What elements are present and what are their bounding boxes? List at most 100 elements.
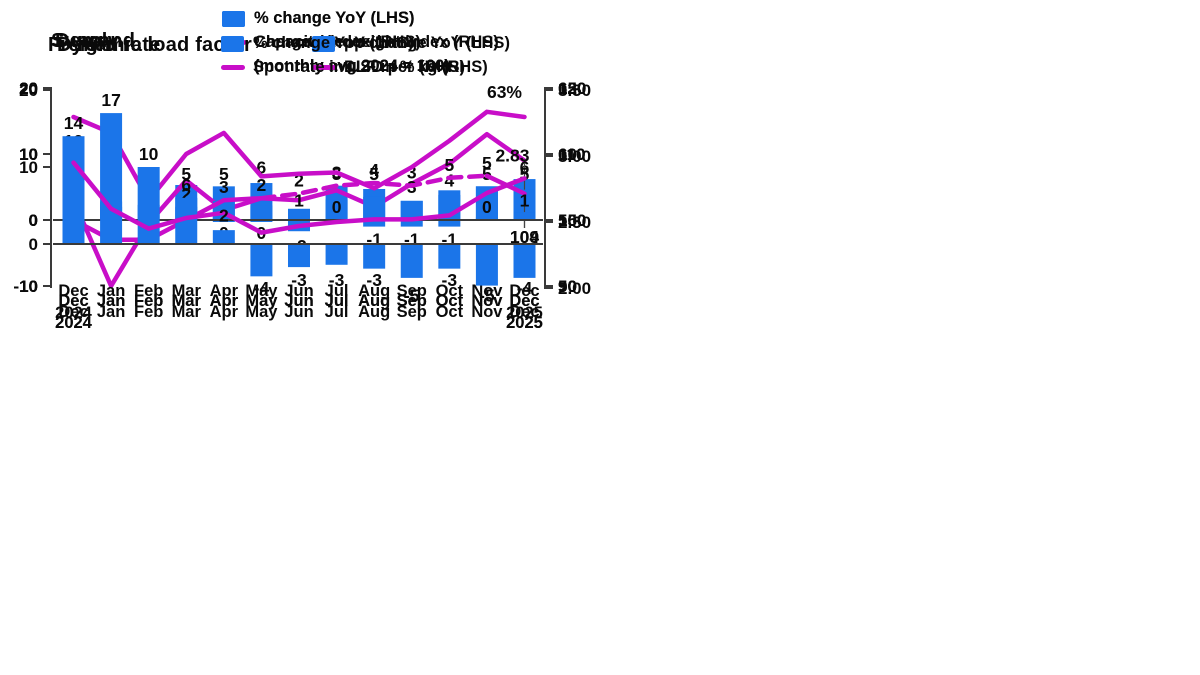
month-label: Dec: [509, 282, 539, 300]
lhs-tick-label: 0: [29, 211, 38, 230]
value-label: 4: [444, 171, 454, 191]
rhs-tick-label: 60: [558, 145, 577, 164]
legend-line-label: Capacity index (RHS): [254, 33, 421, 51]
trend-line-segment: [259, 173, 490, 201]
value-label: 2: [257, 175, 267, 195]
bar: [513, 212, 536, 220]
year-start-label: 2024: [55, 314, 93, 332]
value-label: -4: [517, 278, 533, 298]
lhs-tick-label: 10: [19, 158, 38, 177]
month-label: Apr: [210, 292, 239, 310]
legend-bar-label: pp change YoY (LHS): [344, 34, 510, 52]
month-label: Mar: [172, 282, 202, 300]
rhs-tick-label: 3.00: [558, 147, 591, 166]
bar: [438, 244, 461, 269]
month-label: Jul: [325, 292, 349, 310]
value-label: 10: [139, 144, 159, 164]
month-label: Nov: [471, 303, 503, 321]
bar: [475, 244, 498, 286]
month-label: Sep: [397, 303, 427, 321]
callout: 2.83: [495, 145, 529, 165]
rhs-axis: [544, 89, 553, 289]
value-label: 1: [294, 190, 304, 210]
month-label: Aug: [358, 282, 390, 300]
month-label: Mar: [172, 292, 202, 310]
legend-line-sublabel: (monthly avg 2024 = 100): [254, 57, 450, 75]
rhs-tick-label: 120: [558, 79, 586, 98]
month-label: Nov: [471, 282, 503, 300]
bar: [100, 113, 123, 244]
month-labels: Dec Jan Feb Mar Apr May Jun Jul Aug Sep Oct Nov Dec2…: [55, 292, 543, 332]
value-label: -3: [329, 270, 345, 290]
month-label: Apr: [210, 303, 239, 321]
month-label: Dec: [58, 292, 88, 310]
month-label: Sep: [397, 282, 427, 300]
year-end-label: 2025: [506, 304, 543, 322]
lhs-tick-label: 20: [19, 81, 38, 100]
rhs-tick-label: 65: [558, 79, 577, 98]
value-label: 5: [482, 153, 492, 173]
value-label: 2: [181, 184, 191, 204]
legend-line-sublabel: (monthly avg 2024 = 100): [254, 57, 450, 75]
panel-title: Dynamic load factor: [57, 34, 252, 56]
lhs-tick-label: 10: [19, 145, 38, 164]
legend-bar-label: % change YoY (LHS): [253, 34, 414, 52]
lhs-tick-label: -10: [13, 277, 38, 296]
month-label: Jun: [284, 292, 313, 310]
bar: [438, 220, 461, 227]
value-label: -5: [404, 286, 420, 306]
rhs-tick-label: 110: [558, 145, 585, 164]
value-label: 6: [257, 157, 267, 177]
value-label: 5: [444, 155, 454, 175]
value-label: 2: [219, 206, 229, 226]
bar-swatch-icon: [222, 10, 245, 27]
value-label: 5: [219, 164, 229, 184]
value-label: 5: [520, 164, 530, 184]
month-label: Oct: [436, 292, 464, 310]
value-label: -4: [254, 278, 270, 298]
month-label: Jun: [284, 282, 313, 300]
month-label: May: [245, 303, 278, 321]
month-label: Dec: [58, 292, 88, 310]
line-end-value: 63%: [487, 82, 522, 102]
bar: [363, 220, 386, 227]
bar: [212, 230, 235, 244]
month-labels: Dec Jan Feb Mar Apr May Jun Jul Aug Sep Oct Nov Dec: [58, 303, 539, 321]
value-label: -3: [291, 270, 307, 290]
axes: [43, 89, 553, 289]
month-label: Jan: [97, 303, 125, 321]
bar: [400, 244, 423, 278]
month-label: Feb: [134, 303, 163, 321]
rhs-tick-label: 90: [558, 277, 577, 296]
bar: [363, 196, 386, 220]
value-label: -3: [366, 270, 382, 290]
panel-title: Demand: [55, 30, 136, 52]
month-label: Jan: [97, 292, 125, 310]
legend: pp change YoY (LHS) DLF in % (RHS): [312, 33, 510, 81]
year-start-label: 2024: [55, 314, 93, 332]
lhs-tick-label: 20: [19, 79, 38, 98]
month-label: Jun: [284, 303, 313, 321]
year-end-label: 2025: [506, 314, 543, 332]
rhs-tick-label: 100: [558, 211, 586, 230]
callout: 63%: [487, 82, 522, 102]
line-end-value: 109: [510, 227, 539, 247]
bar: [250, 205, 273, 220]
month-label: Aug: [358, 292, 390, 310]
value-label: 0: [482, 197, 492, 217]
rhs-tick-label: 120: [558, 79, 586, 98]
month-label: Jan: [97, 282, 125, 300]
month-label: Dec: [58, 303, 88, 321]
month-label: Sep: [397, 292, 427, 310]
bar: [287, 208, 310, 220]
month-label: Sep: [397, 292, 427, 310]
month-label: Oct: [436, 292, 464, 310]
lhs-tick-label: 20: [19, 79, 38, 98]
value-label: 6: [181, 175, 191, 195]
legend-bar-label: % change YoY (LHS): [254, 9, 415, 27]
line-end-value: 2.83: [495, 145, 529, 165]
value-label: 5: [369, 164, 379, 184]
